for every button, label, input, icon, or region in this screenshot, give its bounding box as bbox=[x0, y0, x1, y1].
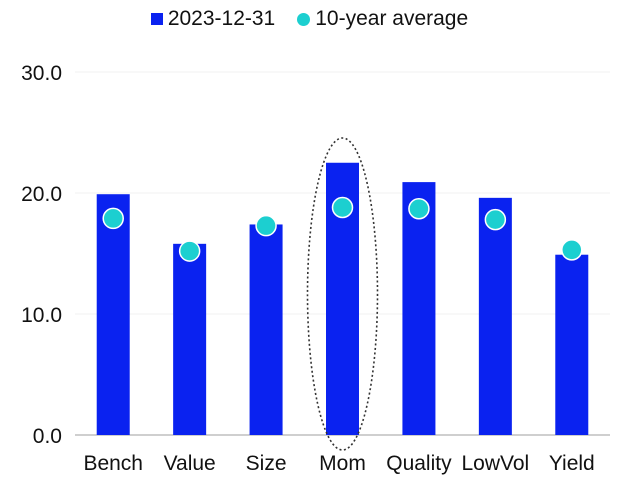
x-tick-label: Bench bbox=[83, 452, 143, 475]
average-dot bbox=[178, 240, 201, 262]
y-tick-label: 0.0 bbox=[33, 425, 62, 448]
legend-item-bar: 2023-12-31 bbox=[150, 7, 276, 31]
average-dot bbox=[331, 196, 354, 219]
y-axis-tick-labels: 0.0 10.0 20.0 30.0 bbox=[21, 62, 62, 448]
highlight-ring bbox=[306, 137, 379, 451]
x-tick-label: Yield bbox=[549, 452, 595, 475]
legend-label-dot: 10-year average bbox=[315, 7, 469, 30]
average-dot bbox=[102, 207, 124, 230]
legend-dot-swatch bbox=[297, 12, 311, 26]
legend-item-dot: 10-year average bbox=[297, 7, 468, 31]
y-tick-label: 30.0 bbox=[21, 62, 62, 85]
bar bbox=[402, 182, 436, 435]
average-dot bbox=[255, 214, 277, 237]
bar bbox=[555, 254, 589, 435]
x-tick-label: Mom bbox=[319, 452, 366, 475]
x-tick-label: Value bbox=[164, 452, 216, 475]
y-tick-label: 20.0 bbox=[21, 183, 62, 206]
x-tick-label: LowVol bbox=[461, 452, 529, 475]
highlight-ellipse bbox=[306, 137, 379, 451]
legend: 2023-12-31 10-year average bbox=[0, 4, 619, 34]
bar bbox=[478, 197, 512, 435]
average-markers bbox=[102, 196, 583, 262]
legend-bar-swatch bbox=[150, 13, 163, 25]
x-tick-label: Quality bbox=[386, 452, 452, 475]
bar bbox=[173, 243, 207, 435]
bar bbox=[249, 224, 283, 435]
bars bbox=[96, 162, 589, 435]
bar bbox=[96, 194, 130, 435]
x-tick-label: Size bbox=[246, 452, 287, 475]
average-dot bbox=[561, 239, 583, 261]
y-tick-label: 10.0 bbox=[21, 304, 62, 327]
average-dot bbox=[484, 208, 507, 231]
x-axis-tick-labels: Bench Value Size Mom Quality LowVol Yield bbox=[83, 452, 594, 475]
legend-label-bar: 2023-12-31 bbox=[167, 7, 276, 30]
average-dot bbox=[408, 197, 430, 220]
